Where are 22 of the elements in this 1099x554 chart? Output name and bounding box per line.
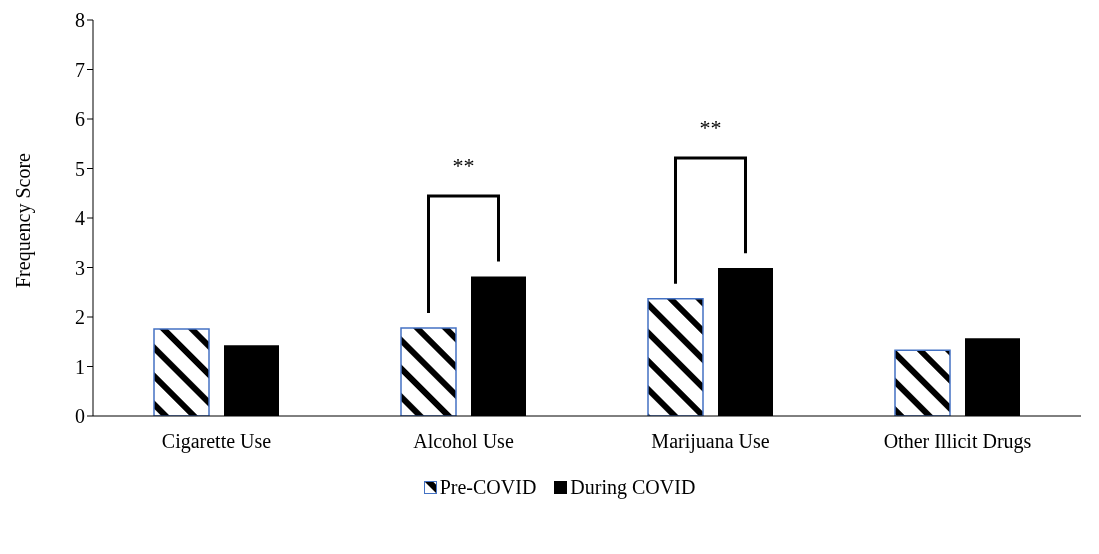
bar — [400, 327, 457, 416]
annotation: ** — [699, 115, 722, 141]
y-tick-label: 4 — [75, 207, 85, 230]
x-tick-label: Marijuana Use — [651, 430, 770, 454]
x-tick-label: Other Illicit Drugs — [883, 430, 1032, 454]
y-tick-label: 6 — [75, 108, 85, 131]
bar — [153, 328, 210, 416]
legend-label: Pre-COVID — [439, 476, 537, 499]
y-tick-label: 3 — [75, 256, 85, 279]
y-tick-label: 0 — [75, 405, 85, 428]
annotation: ** — [452, 153, 475, 179]
bar — [647, 297, 704, 416]
y-axis-title: Frequency Score — [12, 152, 36, 288]
y-tick-label: 1 — [75, 355, 85, 378]
bar — [894, 349, 951, 416]
legend-label: During COVID — [570, 476, 696, 499]
y-tick-label: 8 — [75, 9, 85, 32]
y-tick-label: 5 — [75, 157, 85, 180]
x-tick-label: Alcohol Use — [413, 430, 514, 453]
y-tick-label: 2 — [75, 306, 85, 329]
x-tick-label: Cigarette Use — [161, 430, 272, 454]
y-tick-label: 7 — [75, 58, 85, 81]
